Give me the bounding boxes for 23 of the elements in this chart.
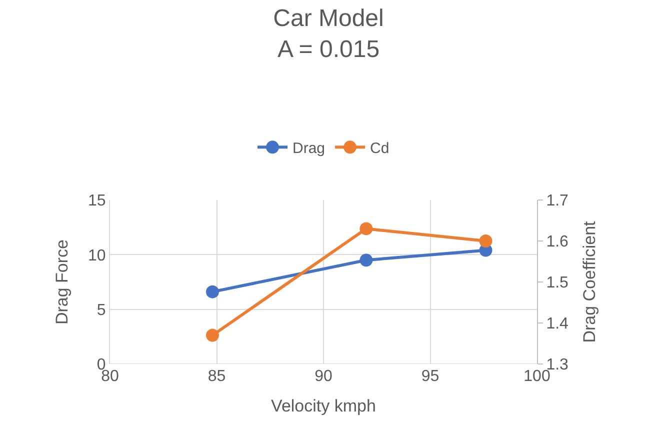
point xyxy=(479,234,492,248)
chart-title: Car Model A = 0.015 xyxy=(273,5,384,64)
x-axis-title: Velocity kmph xyxy=(271,396,376,416)
point xyxy=(360,254,373,267)
y2-axis-title: Drag Coefficient xyxy=(580,220,599,343)
y2-tick-label: 1.7 xyxy=(546,192,569,210)
y2-tick-label: 1.6 xyxy=(546,234,569,251)
point xyxy=(360,222,373,236)
legend-label: Drag xyxy=(292,140,326,158)
y2-tick-label: 1.4 xyxy=(546,316,569,333)
y-tick-label: 10 xyxy=(88,247,106,264)
x-tick-label: 95 xyxy=(421,368,440,385)
x-tick-label: 85 xyxy=(208,368,226,385)
point xyxy=(206,285,219,298)
point xyxy=(206,328,219,342)
legend-label: Cd xyxy=(370,140,390,158)
x-tick-label: 90 xyxy=(314,368,332,385)
x-tick-label: 100 xyxy=(524,368,550,385)
x-tick-label: 80 xyxy=(101,368,119,385)
y-axis-title: Drag Force xyxy=(52,239,72,325)
y-tick-label: 15 xyxy=(88,192,106,210)
y-tick-label: 5 xyxy=(96,302,106,319)
y2-tick-label: 1.5 xyxy=(546,274,569,292)
